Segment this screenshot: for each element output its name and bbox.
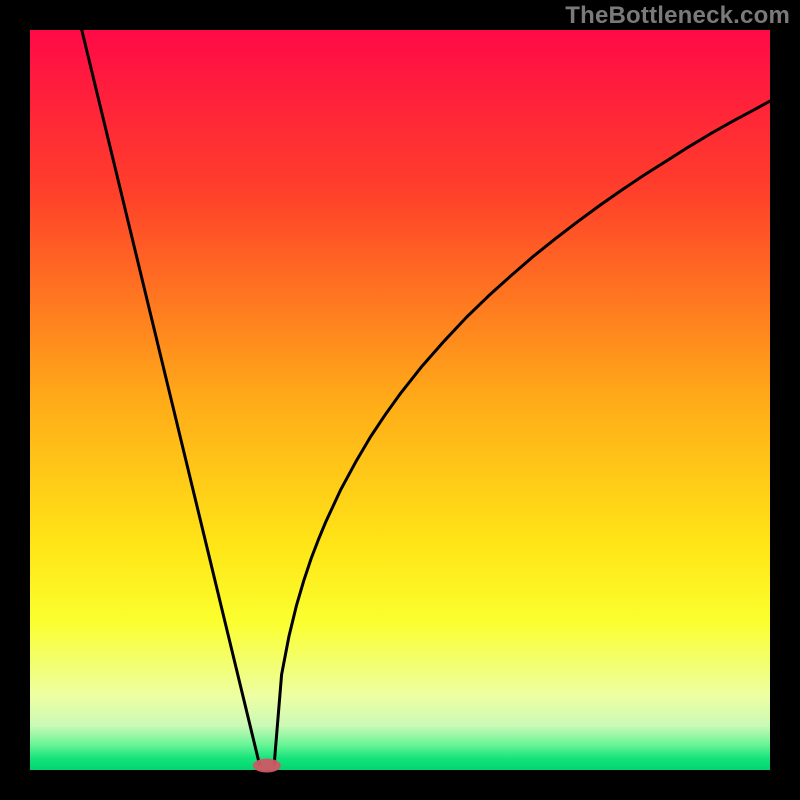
bottleneck-chart: [0, 0, 800, 800]
optimal-point-marker: [253, 759, 281, 773]
watermark-text: TheBottleneck.com: [565, 2, 790, 30]
plot-area: [30, 30, 770, 770]
chart-container: TheBottleneck.com: [0, 0, 800, 800]
